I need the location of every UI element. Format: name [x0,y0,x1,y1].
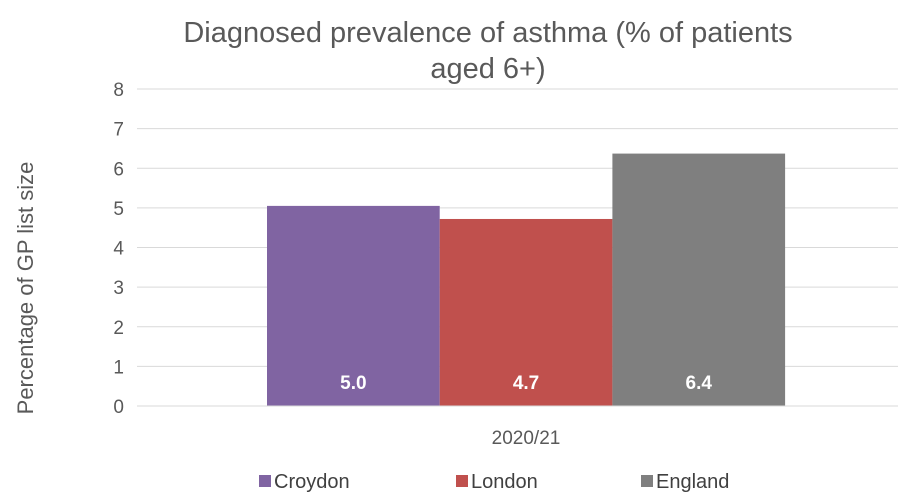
data-label-croydon: 5.0 [340,373,366,394]
bar-croydon [267,205,440,406]
bar-england [612,153,786,406]
y-tick-label: 0 [113,397,124,418]
legend-label-london: London [471,471,538,493]
legend-label-england: England [656,471,729,493]
chart-title-line-1: Diagnosed prevalence of asthma (% of pat… [183,17,792,49]
legend-swatch-croydon [259,475,271,487]
x-tick-label: 2020/21 [492,428,561,449]
chart-title-line-2: aged 6+) [430,53,545,85]
bars: 5.0 4.7 6.4 [267,153,786,406]
y-tick-label: 2 [113,318,124,339]
legend-label-croydon: Croydon [274,471,350,493]
y-axis-ticks: 0 1 2 3 4 5 6 7 8 [113,80,124,418]
y-tick-label: 5 [113,199,124,220]
legend-swatch-england [641,475,653,487]
data-label-london: 4.7 [513,373,539,394]
y-tick-label: 7 [113,120,124,141]
y-tick-label: 1 [113,357,124,378]
y-tick-label: 8 [113,80,124,101]
y-axis-title: Percentage of GP list size [13,162,38,415]
y-tick-label: 6 [113,159,124,180]
y-tick-label: 4 [113,239,124,260]
bar-london [439,218,613,406]
data-label-england: 6.4 [686,373,713,394]
legend-swatch-london [456,475,468,487]
y-tick-label: 3 [113,278,124,299]
legend: Croydon London England [259,471,729,493]
